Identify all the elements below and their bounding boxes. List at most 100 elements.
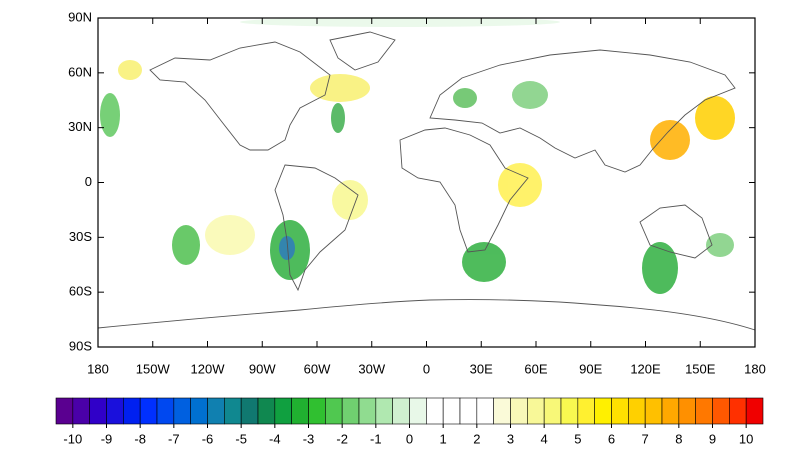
lat-tick-label: 30S — [69, 229, 92, 244]
colorbar-box — [510, 397, 528, 425]
colorbar-label: -2 — [336, 431, 348, 446]
lon-tick-label: 180 — [744, 361, 766, 376]
lon-tick-label: 90W — [249, 361, 276, 376]
lon-tick-label: 60E — [524, 361, 547, 376]
anomaly — [642, 242, 678, 294]
colorbar-box — [291, 397, 309, 425]
lon-tick-label: 0 — [423, 361, 430, 376]
anomaly — [172, 225, 200, 265]
anomaly — [650, 120, 690, 160]
lat-tick-label: 30N — [68, 119, 92, 134]
anomaly — [462, 242, 506, 282]
colorbar-box — [745, 397, 764, 425]
anomaly — [331, 103, 345, 133]
colorbar-box — [594, 397, 612, 425]
colorbar-box — [577, 397, 595, 425]
colorbar-label: -7 — [168, 431, 180, 446]
lon-tick-label: 30W — [358, 361, 385, 376]
colorbar-label: 3 — [507, 431, 514, 446]
colorbar-label: 8 — [675, 431, 682, 446]
colorbar-box — [678, 397, 696, 425]
anomaly-fields — [100, 17, 735, 294]
anomaly — [695, 96, 735, 140]
colorbar-box — [661, 397, 680, 425]
colorbar-box — [139, 397, 158, 425]
colorbar-box — [190, 397, 208, 425]
colorbar-label: 7 — [642, 431, 649, 446]
colorbar-box — [392, 397, 410, 425]
coastlines — [97, 31, 756, 331]
axes: 90N 60N 30N 0 30S 60S 90S 180 150W 120W 90W 60W 30W 0… — [68, 9, 766, 376]
colorbar-box — [729, 397, 747, 425]
colorbar-label: -9 — [101, 431, 113, 446]
lat-tick-label: 60N — [68, 64, 92, 79]
colorbar-box — [712, 397, 730, 425]
coastline — [639, 204, 713, 259]
anomaly — [240, 17, 560, 27]
colorbar-label: 4 — [541, 431, 548, 446]
anomaly — [205, 215, 255, 255]
colorbar-box — [375, 397, 393, 425]
colorbar-label: -4 — [269, 431, 281, 446]
colorbar-label: -5 — [235, 431, 247, 446]
coastline — [97, 299, 756, 331]
coastline — [329, 31, 396, 71]
colorbar-box — [325, 397, 343, 425]
colorbar-box — [274, 397, 292, 425]
anomaly — [706, 233, 734, 257]
colorbar-box — [644, 397, 663, 425]
lon-tick-label: 150E — [685, 361, 716, 376]
lon-tick-label: 180 — [87, 361, 109, 376]
colorbar-label: -8 — [134, 431, 146, 446]
anomaly — [332, 180, 368, 220]
colorbar-box — [442, 397, 461, 425]
colorbar-label: -10 — [63, 431, 82, 446]
lon-tick-label: 90E — [579, 361, 602, 376]
colorbar-box — [611, 397, 629, 425]
colorbar-box — [358, 397, 377, 425]
colorbar-box — [89, 397, 107, 425]
anomaly — [453, 88, 477, 108]
colorbar-box — [224, 397, 242, 425]
colorbar-label: -6 — [202, 431, 214, 446]
colorbar-box — [628, 397, 646, 425]
colorbar-box — [493, 397, 511, 425]
colorbar-box — [476, 397, 494, 425]
colorbar-label: 0 — [406, 431, 413, 446]
lat-tick-label: 60S — [69, 284, 92, 299]
colorbar-label: 6 — [608, 431, 615, 446]
colorbar-box — [409, 397, 427, 425]
colorbar-label: 10 — [739, 431, 753, 446]
colorbar-box — [156, 397, 175, 425]
map-frame — [97, 17, 756, 348]
lon-tick-label: 150W — [136, 361, 171, 376]
colorbar-label: 5 — [574, 431, 581, 446]
colorbar-box — [543, 397, 562, 425]
colorbar-box — [72, 397, 90, 425]
colorbar-box — [560, 397, 579, 425]
colorbar-box — [341, 397, 360, 425]
colorbar-label: 9 — [709, 431, 716, 446]
anomaly — [498, 163, 542, 207]
anomaly — [118, 60, 142, 80]
lon-tick-label: 120E — [630, 361, 661, 376]
anomaly — [279, 236, 295, 260]
colorbar-label: 2 — [473, 431, 480, 446]
lon-tick-label: 120W — [191, 361, 226, 376]
coastline — [399, 127, 529, 253]
coastline — [149, 41, 331, 151]
colorbar-label: -3 — [303, 431, 315, 446]
colorbar-label: -1 — [370, 431, 382, 446]
colorbar-box — [106, 397, 124, 425]
coastline — [429, 49, 736, 173]
coastline — [274, 164, 359, 292]
colorbar-box — [240, 397, 259, 425]
lat-tick-label: 90N — [68, 9, 92, 24]
lon-tick-label: 30E — [470, 361, 493, 376]
lat-tick-label: 0 — [85, 174, 92, 189]
colorbar-box — [459, 397, 478, 425]
colorbar-box — [426, 397, 444, 425]
colorbar-box — [207, 397, 225, 425]
anomaly — [512, 81, 548, 109]
